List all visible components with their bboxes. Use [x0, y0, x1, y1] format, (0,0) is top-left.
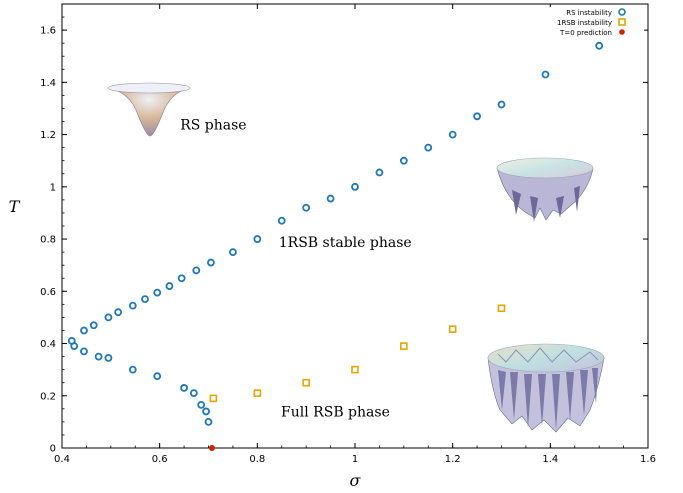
- x-tick-label: 0.8: [249, 454, 265, 465]
- rs-instability-point: [473, 112, 481, 121]
- rs-instability-point: [128, 365, 137, 374]
- x-tick-label: 1.6: [640, 454, 656, 465]
- rs-instability-point: [189, 389, 198, 398]
- y-axis-label: T: [9, 197, 21, 216]
- rs-instability-point: [141, 295, 149, 304]
- legend: RS instability 1RSB instability T=0 pred…: [520, 7, 644, 39]
- rs-instability-point: [104, 313, 113, 322]
- phase-labels: RS phase 1RSB stable phase Full RSB phase: [180, 117, 411, 420]
- y-tick-label: 0: [50, 444, 56, 455]
- 1rsb-instability-point: [253, 389, 262, 397]
- y-tick-label: 0.4: [40, 339, 56, 350]
- rs-instability-point: [202, 407, 210, 416]
- rs-instability-point: [375, 168, 384, 177]
- y-tick-label: 1.6: [40, 26, 56, 37]
- y-tick-label: 1.4: [40, 78, 56, 89]
- rs-instability-point: [229, 248, 237, 257]
- rs-instability-point: [89, 321, 98, 330]
- 1rsb-stable-phase-label: 1RSB stable phase: [279, 235, 412, 251]
- y-tick-label: 0.6: [40, 287, 56, 298]
- rs-phase-label: RS phase: [180, 117, 246, 133]
- rs-instability-point: [153, 288, 162, 297]
- rs-instability-point: [277, 216, 286, 225]
- legend-label-1rsb: 1RSB instability: [557, 19, 612, 27]
- legend-label-rs: RS instability: [566, 9, 612, 17]
- x-tick-label: 1.4: [542, 454, 558, 465]
- 1rsb-landscape-illustration: [496, 157, 594, 222]
- rs-instability-point: [497, 100, 506, 109]
- y-tick-label: 0.2: [40, 391, 56, 402]
- x-axis: 0.4 0.6 0.8 1 1.2 1.4 1.6: [54, 4, 656, 465]
- rs-instability-point: [399, 156, 408, 165]
- rs-instability-point: [207, 258, 215, 267]
- rs-landscape-illustration: [107, 82, 191, 137]
- x-axis-label: σ: [350, 471, 362, 490]
- rs-instability-point: [192, 266, 201, 275]
- rs-instability-point: [165, 282, 174, 290]
- rs-instability-point: [80, 347, 88, 356]
- rs-instability-point: [197, 401, 206, 409]
- legend-marker-t0: [619, 29, 625, 35]
- full-rsb-landscape-illustration: [487, 343, 605, 433]
- 1rsb-instability-point: [209, 394, 218, 403]
- rs-instability-point: [70, 342, 79, 351]
- y-axis: 0 0.2 0.4 0.6 0.8 1 1.2 1.4 1.6: [40, 3, 648, 455]
- data-points: [67, 41, 604, 451]
- t0-prediction-point: [208, 445, 215, 451]
- 1rsb-instability-point: [351, 365, 359, 374]
- rs-instability-point: [351, 182, 359, 191]
- rs-instability-point: [326, 194, 335, 203]
- rs-instability-point: [541, 70, 550, 79]
- 1rsb-instability-point: [302, 378, 310, 387]
- 1rsb-instability-point: [400, 342, 408, 350]
- rs-instability-point: [114, 308, 123, 317]
- rs-instability-point: [204, 417, 213, 426]
- rs-instability-point: [177, 274, 186, 283]
- rs-instability-point: [424, 143, 433, 152]
- rs-instability-point: [302, 203, 311, 212]
- rs-instability-point: [80, 326, 88, 335]
- x-tick-label: 0.4: [54, 454, 70, 465]
- 1rsb-instability-point: [448, 325, 457, 333]
- y-tick-label: 1: [50, 182, 56, 193]
- full-rsb-phase-label: Full RSB phase: [281, 405, 390, 421]
- y-tick-label: 0.8: [40, 235, 56, 246]
- rs-instability-point: [94, 352, 103, 361]
- rs-instability-point: [448, 130, 457, 139]
- rs-instability-point: [153, 372, 162, 381]
- rs-instability-point: [128, 301, 137, 310]
- legend-marker-1rsb: [618, 18, 626, 26]
- rs-instability-point: [180, 384, 188, 392]
- x-tick-label: 1: [352, 454, 358, 465]
- x-tick-label: 1.2: [445, 454, 461, 465]
- legend-marker-rs: [618, 8, 626, 16]
- rs-instability-point: [595, 41, 604, 50]
- rs-instability-point: [253, 235, 262, 243]
- x-tick-label: 0.6: [152, 454, 168, 465]
- 1rsb-instability-point: [497, 304, 506, 313]
- y-tick-label: 1.2: [40, 130, 56, 141]
- legend-label-t0: T=0 prediction: [559, 29, 612, 37]
- rs-instability-point: [104, 353, 113, 362]
